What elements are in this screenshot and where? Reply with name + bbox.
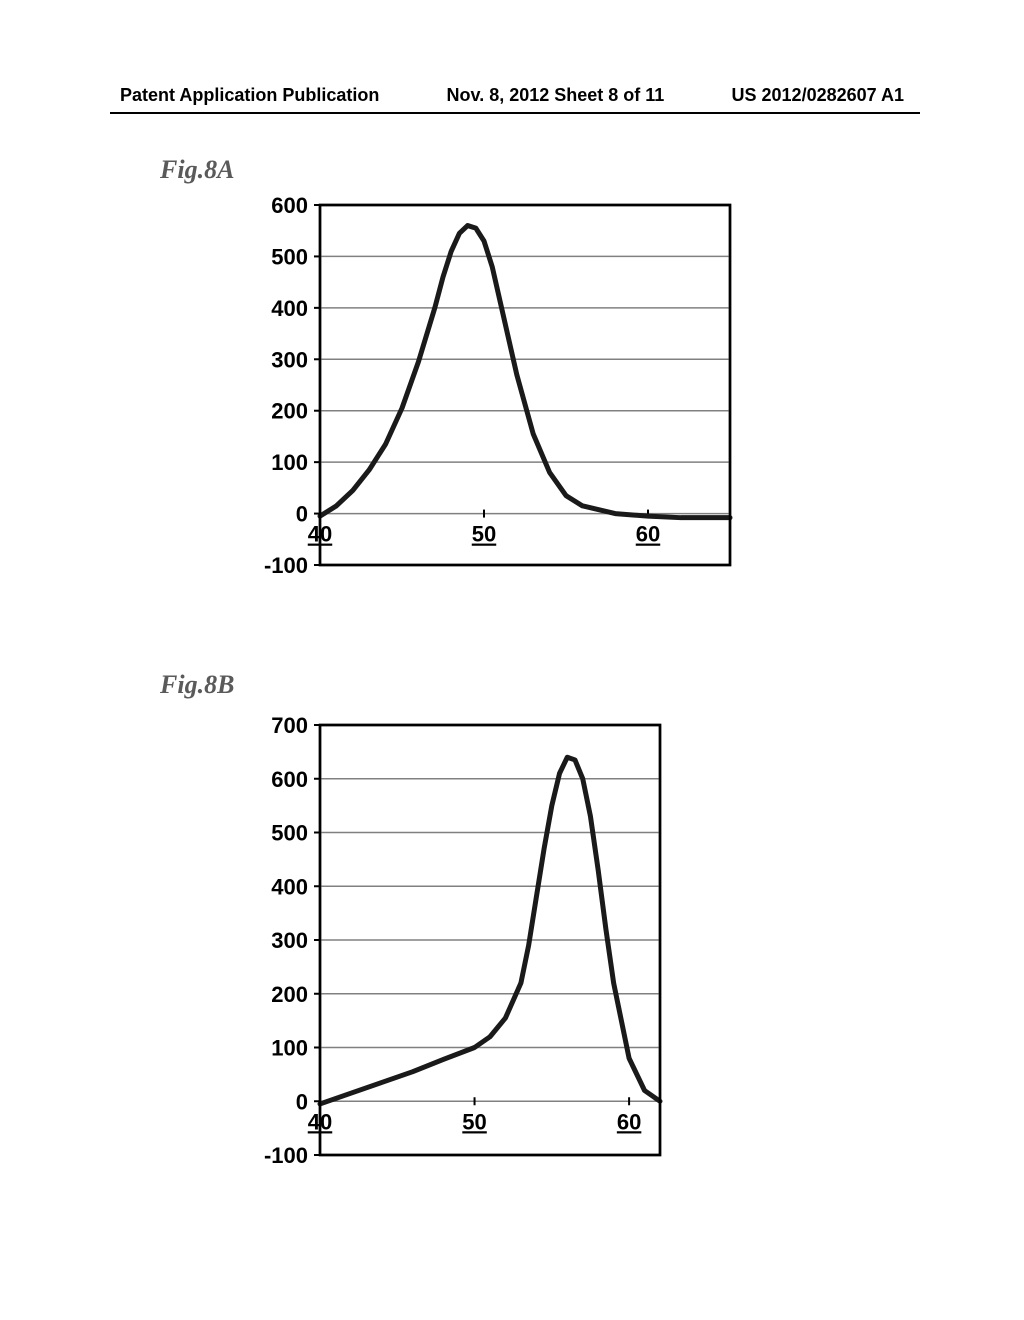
chart-frame (320, 205, 730, 565)
chart-svg: -1000100200300400500600405060 (235, 195, 740, 615)
chart-a: -1000100200300400500600405060 (235, 195, 740, 615)
page-header: Patent Application Publication Nov. 8, 2… (0, 85, 1024, 106)
ytick-label: 200 (271, 399, 308, 424)
ytick-label: 600 (271, 767, 308, 792)
ytick-label: 400 (271, 296, 308, 321)
ytick-label: 400 (271, 874, 308, 899)
ytick-label: 0 (296, 1089, 308, 1114)
ytick-label: 500 (271, 244, 308, 269)
ytick-label: -100 (264, 553, 308, 578)
ytick-label: 500 (271, 821, 308, 846)
ytick-label: 100 (271, 450, 308, 475)
xtick-label: 50 (472, 522, 496, 547)
xtick-label: 60 (636, 522, 660, 547)
ytick-label: 600 (271, 195, 308, 218)
header-rule (110, 112, 920, 114)
ytick-label: 200 (271, 982, 308, 1007)
xtick-label: 50 (462, 1109, 486, 1134)
xtick-label: 60 (617, 1109, 641, 1134)
ytick-label: 300 (271, 347, 308, 372)
header-left: Patent Application Publication (120, 85, 379, 106)
ytick-label: 300 (271, 928, 308, 953)
ytick-label: -100 (264, 1143, 308, 1168)
chart-b: -1000100200300400500600700405060 (235, 715, 670, 1205)
ytick-label: 700 (271, 715, 308, 738)
header-right: US 2012/0282607 A1 (732, 85, 904, 106)
figure-label-a: Fig.8A (160, 155, 234, 185)
chart-svg: -1000100200300400500600700405060 (235, 715, 670, 1205)
figure-label-b: Fig.8B (160, 670, 234, 700)
ytick-label: 0 (296, 502, 308, 527)
header-center: Nov. 8, 2012 Sheet 8 of 11 (447, 85, 665, 106)
ytick-label: 100 (271, 1036, 308, 1061)
